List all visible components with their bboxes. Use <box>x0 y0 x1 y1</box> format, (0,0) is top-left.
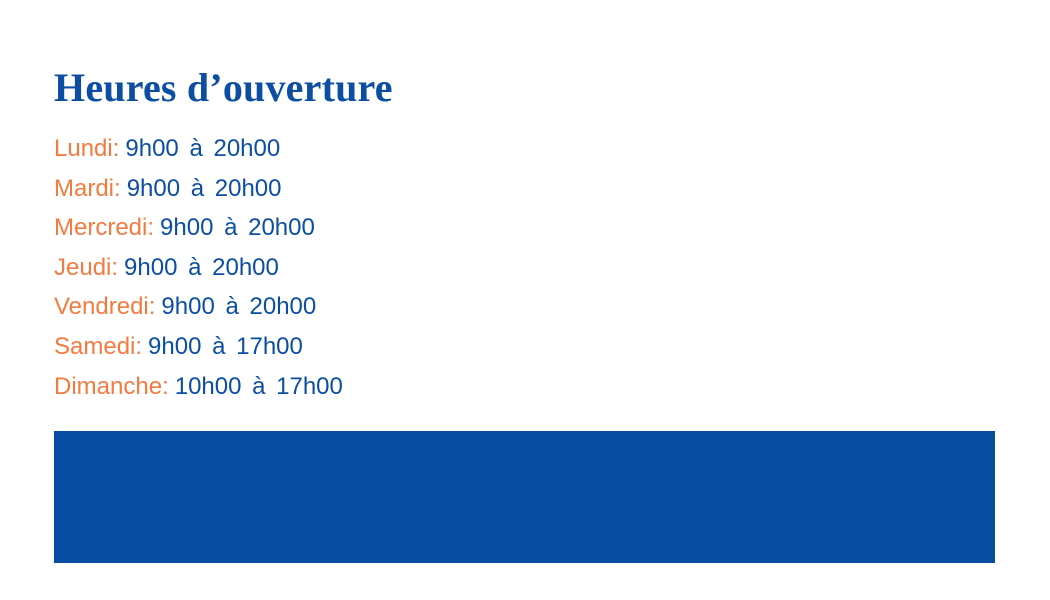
time-range: 9h00 à 20h00 <box>124 253 279 281</box>
day-label: Jeudi: <box>54 253 119 281</box>
opening-hours-list: Lundi: 9h00 à 20h00 Mardi: 9h00 à 20h00 Me… <box>54 132 343 409</box>
time-range: 9h00 à 20h00 <box>125 135 281 162</box>
hours-row-thursday: Jeudi: 9h00 à 20h00 <box>54 251 343 291</box>
hours-row-monday: Lundi: 9h00 à 20h00 <box>54 132 343 172</box>
hours-row-sunday: Dimanche: 10h00 à 17h00 <box>54 370 343 410</box>
hours-row-saturday: Samedi: 9h00 à 17h00 <box>54 330 343 370</box>
day-label: Mardi: <box>54 174 121 202</box>
day-label: Dimanche: <box>54 372 169 400</box>
time-range: 9h00 à 20h00 <box>161 293 317 321</box>
hours-row-tuesday: Mardi: 9h00 à 20h00 <box>54 172 343 212</box>
hours-row-friday: Vendredi: 9h00 à 20h00 <box>54 290 343 330</box>
blue-banner <box>54 431 995 563</box>
time-range: 9h00 à 17h00 <box>148 332 303 360</box>
time-range: 10h00 à 17h00 <box>174 372 343 400</box>
day-label: Samedi: <box>54 332 143 360</box>
day-label: Mercredi: <box>54 214 155 242</box>
day-label: Lundi: <box>54 135 120 162</box>
day-label: Vendredi: <box>54 293 156 321</box>
time-range: 9h00 à 20h00 <box>160 214 315 242</box>
page-title: Heures d’ouverture <box>54 65 393 110</box>
time-range: 9h00 à 20h00 <box>126 174 282 202</box>
hours-row-wednesday: Mercredi: 9h00 à 20h00 <box>54 211 343 251</box>
